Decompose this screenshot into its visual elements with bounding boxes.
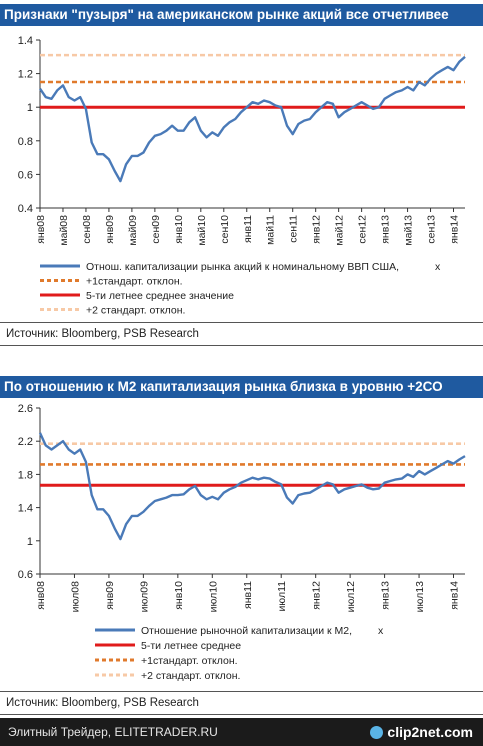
source-divider: [0, 714, 483, 715]
x-tick-label: янв09: [104, 215, 116, 244]
source-divider: [0, 322, 483, 323]
series-line: [38, 432, 466, 541]
source-divider: [0, 345, 483, 346]
x-tick-label: янв08: [35, 215, 47, 244]
y-tick-label: 2.2: [18, 436, 33, 448]
y-tick-label: 1.2: [18, 69, 33, 81]
clip2net-logo-icon: [370, 726, 384, 739]
x-tick-label: сен08: [81, 215, 93, 244]
chart-1-source: Источник: Bloomberg, PSB Research: [6, 328, 199, 340]
legend-suffix: x: [435, 261, 441, 273]
x-tick-label: июл11: [276, 581, 288, 612]
x-tick-label: июл08: [69, 581, 81, 612]
legend-label: +1стандарт. отклон.: [86, 276, 183, 288]
legend-label: Отнош. капитализации рынка акций к номин…: [86, 261, 399, 273]
y-tick-label: 0.8: [18, 136, 33, 148]
legend-label: 5-ти летнее среднее значение: [86, 290, 234, 302]
legend-suffix: x: [378, 625, 384, 637]
footer-text: Элитный Трейдер, ELITETRADER.RU: [8, 725, 218, 739]
x-tick-label: май12: [334, 215, 346, 246]
x-tick-label: сен11: [288, 215, 300, 243]
x-tick-label: янв11: [242, 215, 254, 243]
clip2net-logo[interactable]: clip2net.com: [370, 718, 473, 746]
y-tick-label: 1: [27, 536, 33, 548]
x-tick-label: сен13: [426, 215, 438, 244]
x-tick-label: май11: [265, 215, 277, 245]
x-tick-label: янв14: [449, 581, 461, 610]
chart-2-source: Источник: Bloomberg, PSB Research: [6, 697, 199, 709]
legend-label: 5-ти летнее среднее: [141, 640, 241, 652]
x-tick-label: июл10: [207, 581, 219, 612]
x-tick-label: янв09: [104, 581, 116, 610]
x-tick-label: янв10: [173, 581, 185, 610]
y-tick-label: 0.6: [18, 169, 33, 181]
footer-bar: Элитный Трейдер, ELITETRADER.RU clip2net…: [0, 718, 483, 746]
x-tick-label: янв11: [242, 581, 254, 609]
x-tick-label: янв12: [311, 581, 323, 610]
x-tick-label: май08: [58, 215, 70, 246]
x-tick-label: июл13: [414, 581, 426, 612]
chart-1: 0.4 0.6 0.8 1 1.2 1.4 янв08 май08 сен08 янв09 май0…: [18, 35, 466, 317]
x-tick-label: июл09: [138, 581, 150, 612]
x-tick-label: янв14: [449, 215, 461, 244]
x-tick-label: янв08: [35, 581, 47, 610]
x-tick-label: янв13: [380, 215, 392, 244]
y-tick-label: 1.4: [18, 35, 33, 47]
y-tick-label: 1: [27, 102, 33, 114]
legend-label: +2 стандарт. отклон.: [141, 670, 240, 682]
chart-2: 0.6 1 1.4 1.8 2.2 2.6 янв08 июл08 янв09 июл09 янв1…: [18, 403, 466, 682]
x-tick-label: май13: [403, 215, 415, 246]
x-tick-label: янв10: [173, 215, 185, 244]
legend-label: Отношение рыночной капитализации к М2,: [141, 625, 352, 637]
clip2net-logo-text: clip2net.com: [387, 724, 473, 740]
x-tick-label: май10: [196, 215, 208, 246]
series-line: [39, 55, 466, 183]
x-tick-label: сен09: [150, 215, 162, 244]
y-tick-label: 0.4: [18, 203, 33, 215]
chart-2-title: По отношению к М2 капитализация рынка бл…: [0, 376, 483, 398]
source-divider: [0, 691, 483, 692]
x-tick-label: янв13: [380, 581, 392, 610]
x-tick-label: сен12: [357, 215, 369, 244]
legend-label: +1стандарт. отклон.: [141, 655, 238, 667]
y-tick-label: 0.6: [18, 569, 33, 581]
y-tick-label: 1.8: [18, 469, 33, 481]
x-tick-label: сен10: [219, 215, 231, 244]
y-tick-label: 1.4: [18, 503, 33, 515]
x-tick-label: янв12: [311, 215, 323, 244]
x-tick-label: июл12: [345, 581, 357, 612]
legend-label: +2 стандарт. отклон.: [86, 305, 185, 317]
x-tick-label: май09: [127, 215, 139, 246]
y-tick-label: 2.6: [18, 403, 33, 415]
chart-1-title: Признаки "пузыря" на американском рынке …: [0, 4, 483, 26]
